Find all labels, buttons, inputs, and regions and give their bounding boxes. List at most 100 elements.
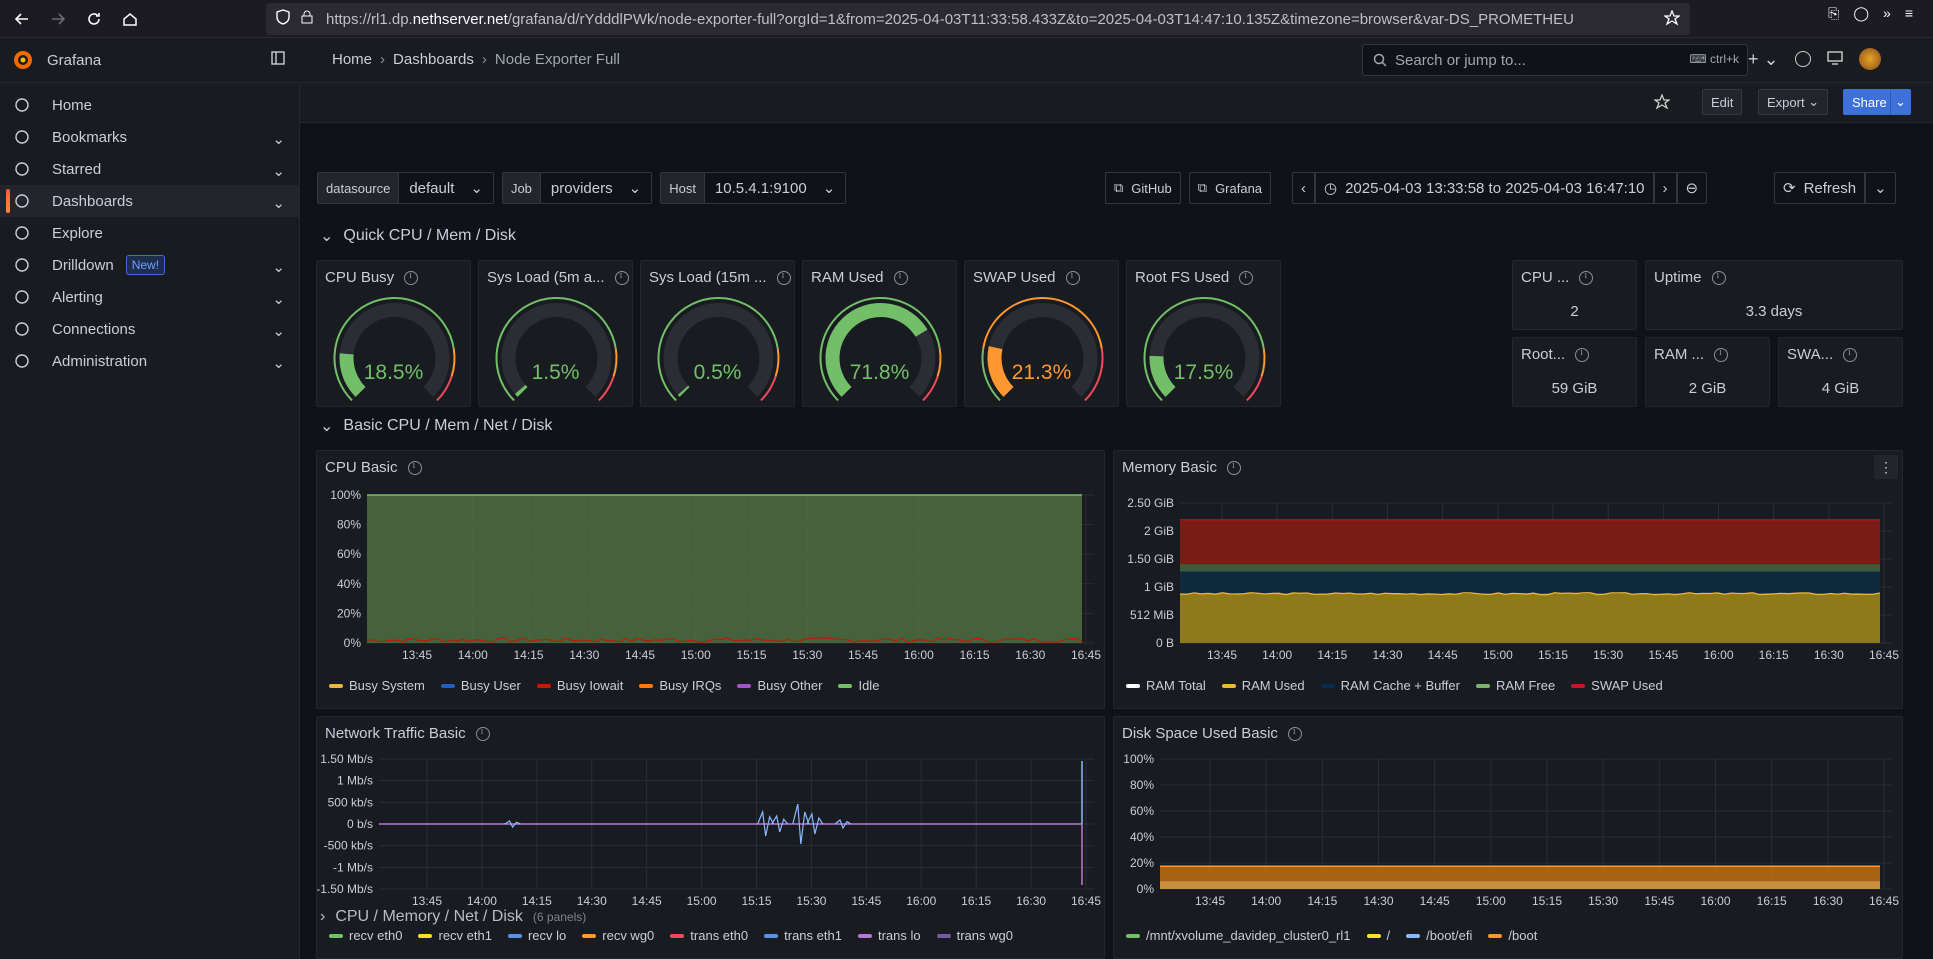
sidebar-item-administration[interactable]: Administration ⌄	[0, 345, 299, 377]
time-forward-button[interactable]: ›	[1653, 172, 1677, 204]
sidebar-item-home[interactable]: Home	[0, 89, 299, 121]
chevron-down-icon[interactable]: ⌄	[272, 323, 285, 340]
chevron-down-icon[interactable]: ⌄	[272, 291, 285, 308]
user-avatar[interactable]	[1858, 48, 1881, 70]
info-icon[interactable]	[1711, 270, 1726, 285]
bookmark-star-icon[interactable]	[1663, 9, 1681, 29]
legend-item[interactable]: Busy System	[329, 678, 425, 693]
refresh-button[interactable]: ⟳ Refresh	[1774, 172, 1866, 204]
variable-select[interactable]: 10.5.4.1:9100 ⌄	[704, 173, 846, 203]
breadcrumb-dashboards[interactable]: Dashboards	[393, 51, 474, 68]
gauge-arc	[495, 297, 618, 402]
sidebar-item-explore[interactable]: Explore	[0, 217, 299, 249]
legend-item[interactable]: /boot/efi	[1406, 928, 1472, 943]
info-icon[interactable]	[1579, 270, 1594, 285]
info-icon[interactable]	[1714, 347, 1729, 362]
info-icon[interactable]	[475, 726, 490, 741]
sidebar-item-bookmarks[interactable]: Bookmarks ⌄	[0, 121, 299, 153]
variable-select[interactable]: providers ⌄	[540, 173, 652, 203]
legend-item[interactable]: SWAP Used	[1571, 678, 1663, 693]
mark-favorite-star-icon[interactable]	[1653, 93, 1671, 113]
legend-item[interactable]: trans wg0	[936, 928, 1013, 943]
sidebar-item-dashboards[interactable]: Dashboards ⌄	[0, 185, 299, 217]
chevron-down-icon[interactable]: ⌄	[272, 163, 285, 180]
refresh-interval-chevron-icon[interactable]: ⌄	[1865, 172, 1896, 204]
info-icon[interactable]	[776, 270, 791, 285]
info-icon[interactable]	[1065, 270, 1080, 285]
legend-item[interactable]: trans eth0	[670, 928, 748, 943]
tv-mode-icon[interactable]	[1826, 50, 1843, 68]
row-basic[interactable]: ⌄ Basic CPU / Mem / Net / Disk	[320, 416, 552, 436]
legend-item[interactable]: recv lo	[507, 928, 566, 943]
legend-item[interactable]: trans eth1	[764, 928, 842, 943]
info-icon[interactable]	[1575, 347, 1590, 362]
chevron-down-icon[interactable]: ⌄	[272, 131, 285, 148]
forward-icon[interactable]	[44, 5, 72, 33]
help-icon[interactable]	[1794, 51, 1811, 67]
reload-icon[interactable]	[80, 5, 108, 33]
account-icon[interactable]: ◯	[1853, 5, 1870, 21]
legend-item[interactable]: RAM Free	[1475, 678, 1555, 693]
info-icon[interactable]	[893, 270, 908, 285]
legend-item[interactable]: Busy IRQs	[639, 678, 721, 693]
variable-select[interactable]: default ⌄	[399, 173, 493, 203]
legend-item[interactable]: RAM Cache + Buffer	[1320, 678, 1460, 693]
info-icon[interactable]	[407, 460, 422, 475]
legend-item[interactable]: recv eth0	[329, 928, 402, 943]
legend-item[interactable]: recv eth1	[418, 928, 492, 943]
overflow-icon[interactable]: »	[1883, 5, 1891, 21]
menu-icon[interactable]: ≡	[1904, 5, 1913, 21]
info-icon[interactable]	[1239, 270, 1254, 285]
chevron-down-icon[interactable]: ⌄	[272, 195, 285, 212]
grafana-logo[interactable]: Grafana	[11, 48, 101, 72]
info-icon[interactable]	[1287, 726, 1302, 741]
dock-menu-icon[interactable]	[270, 50, 286, 69]
sidebar-item-drilldown[interactable]: Drilldown New! ⌄	[0, 249, 299, 281]
search-input[interactable]: Search or jump to... ⌨ ctrl+k	[1362, 44, 1748, 76]
sidebar-item-alerting[interactable]: Alerting ⌄	[0, 281, 299, 313]
github-link[interactable]: ⧉ GitHub	[1105, 172, 1181, 204]
gauge-threshold	[333, 297, 455, 402]
share-menu-chevron-icon[interactable]: ⌄	[1890, 89, 1911, 115]
variable-value: default	[409, 179, 455, 197]
y-tick-label: 80%	[1130, 778, 1154, 792]
grafana-link[interactable]: ⧉ Grafana	[1188, 172, 1272, 204]
zoom-out-icon[interactable]: ⊖	[1676, 172, 1708, 204]
legend-item[interactable]: Idle	[838, 678, 879, 693]
x-tick-label: 15:00	[687, 894, 717, 908]
legend-item[interactable]: recv wg0	[582, 928, 654, 943]
legend-item[interactable]: RAM Total	[1126, 678, 1206, 693]
chevron-down-icon[interactable]: ⌄	[272, 355, 285, 372]
legend-item[interactable]: /	[1366, 928, 1390, 943]
share-button[interactable]: Share	[1843, 89, 1896, 115]
row-quick[interactable]: ⌄ Quick CPU / Mem / Disk	[320, 226, 516, 246]
info-icon[interactable]	[404, 270, 419, 285]
extensions-icon[interactable]: ⎘	[1828, 5, 1840, 21]
url-bar[interactable]: https://rl1.dp.nethserver.net/grafana/d/…	[266, 3, 1690, 35]
legend-item[interactable]: Busy Iowait	[536, 678, 623, 693]
chevron-down-icon[interactable]: ⌄	[272, 259, 285, 276]
sidebar-item-connections[interactable]: Connections ⌄	[0, 313, 299, 345]
info-icon[interactable]	[614, 270, 629, 285]
breadcrumb-home[interactable]: Home	[332, 51, 373, 68]
info-icon[interactable]	[1843, 347, 1858, 362]
export-button[interactable]: Export ⌄	[1758, 89, 1829, 115]
sidebar-item-starred[interactable]: Starred ⌄	[0, 153, 299, 185]
info-icon[interactable]	[1227, 460, 1242, 475]
time-range-button[interactable]: ◷ 2025-04-03 13:33:58 to 2025-04-03 16:47…	[1315, 172, 1654, 204]
legend-item[interactable]: RAM Used	[1221, 678, 1305, 693]
row-cpu-memory-net-disk[interactable]: › CPU / Memory / Net / Disk (6 panels)	[320, 908, 586, 926]
legend-item[interactable]: Busy User	[440, 678, 521, 693]
legend-item[interactable]: Busy Other	[737, 678, 822, 693]
edit-button[interactable]: Edit	[1702, 89, 1743, 115]
legend-item[interactable]: trans lo	[857, 928, 921, 943]
back-icon[interactable]	[8, 5, 36, 33]
legend-item[interactable]: /mnt/xvolume_davidep_cluster0_rl1	[1126, 928, 1351, 943]
add-new-icon[interactable]: + ⌄	[1748, 48, 1779, 69]
browser-home-icon[interactable]	[116, 5, 144, 33]
browser-toolbar: https://rl1.dp.nethserver.net/grafana/d/…	[0, 0, 1933, 38]
time-back-button[interactable]: ‹	[1292, 172, 1315, 204]
panel-menu-icon[interactable]: ⋮	[1874, 455, 1898, 479]
legend-item[interactable]: /boot	[1488, 928, 1537, 943]
x-tick-label: 15:30	[796, 894, 826, 908]
